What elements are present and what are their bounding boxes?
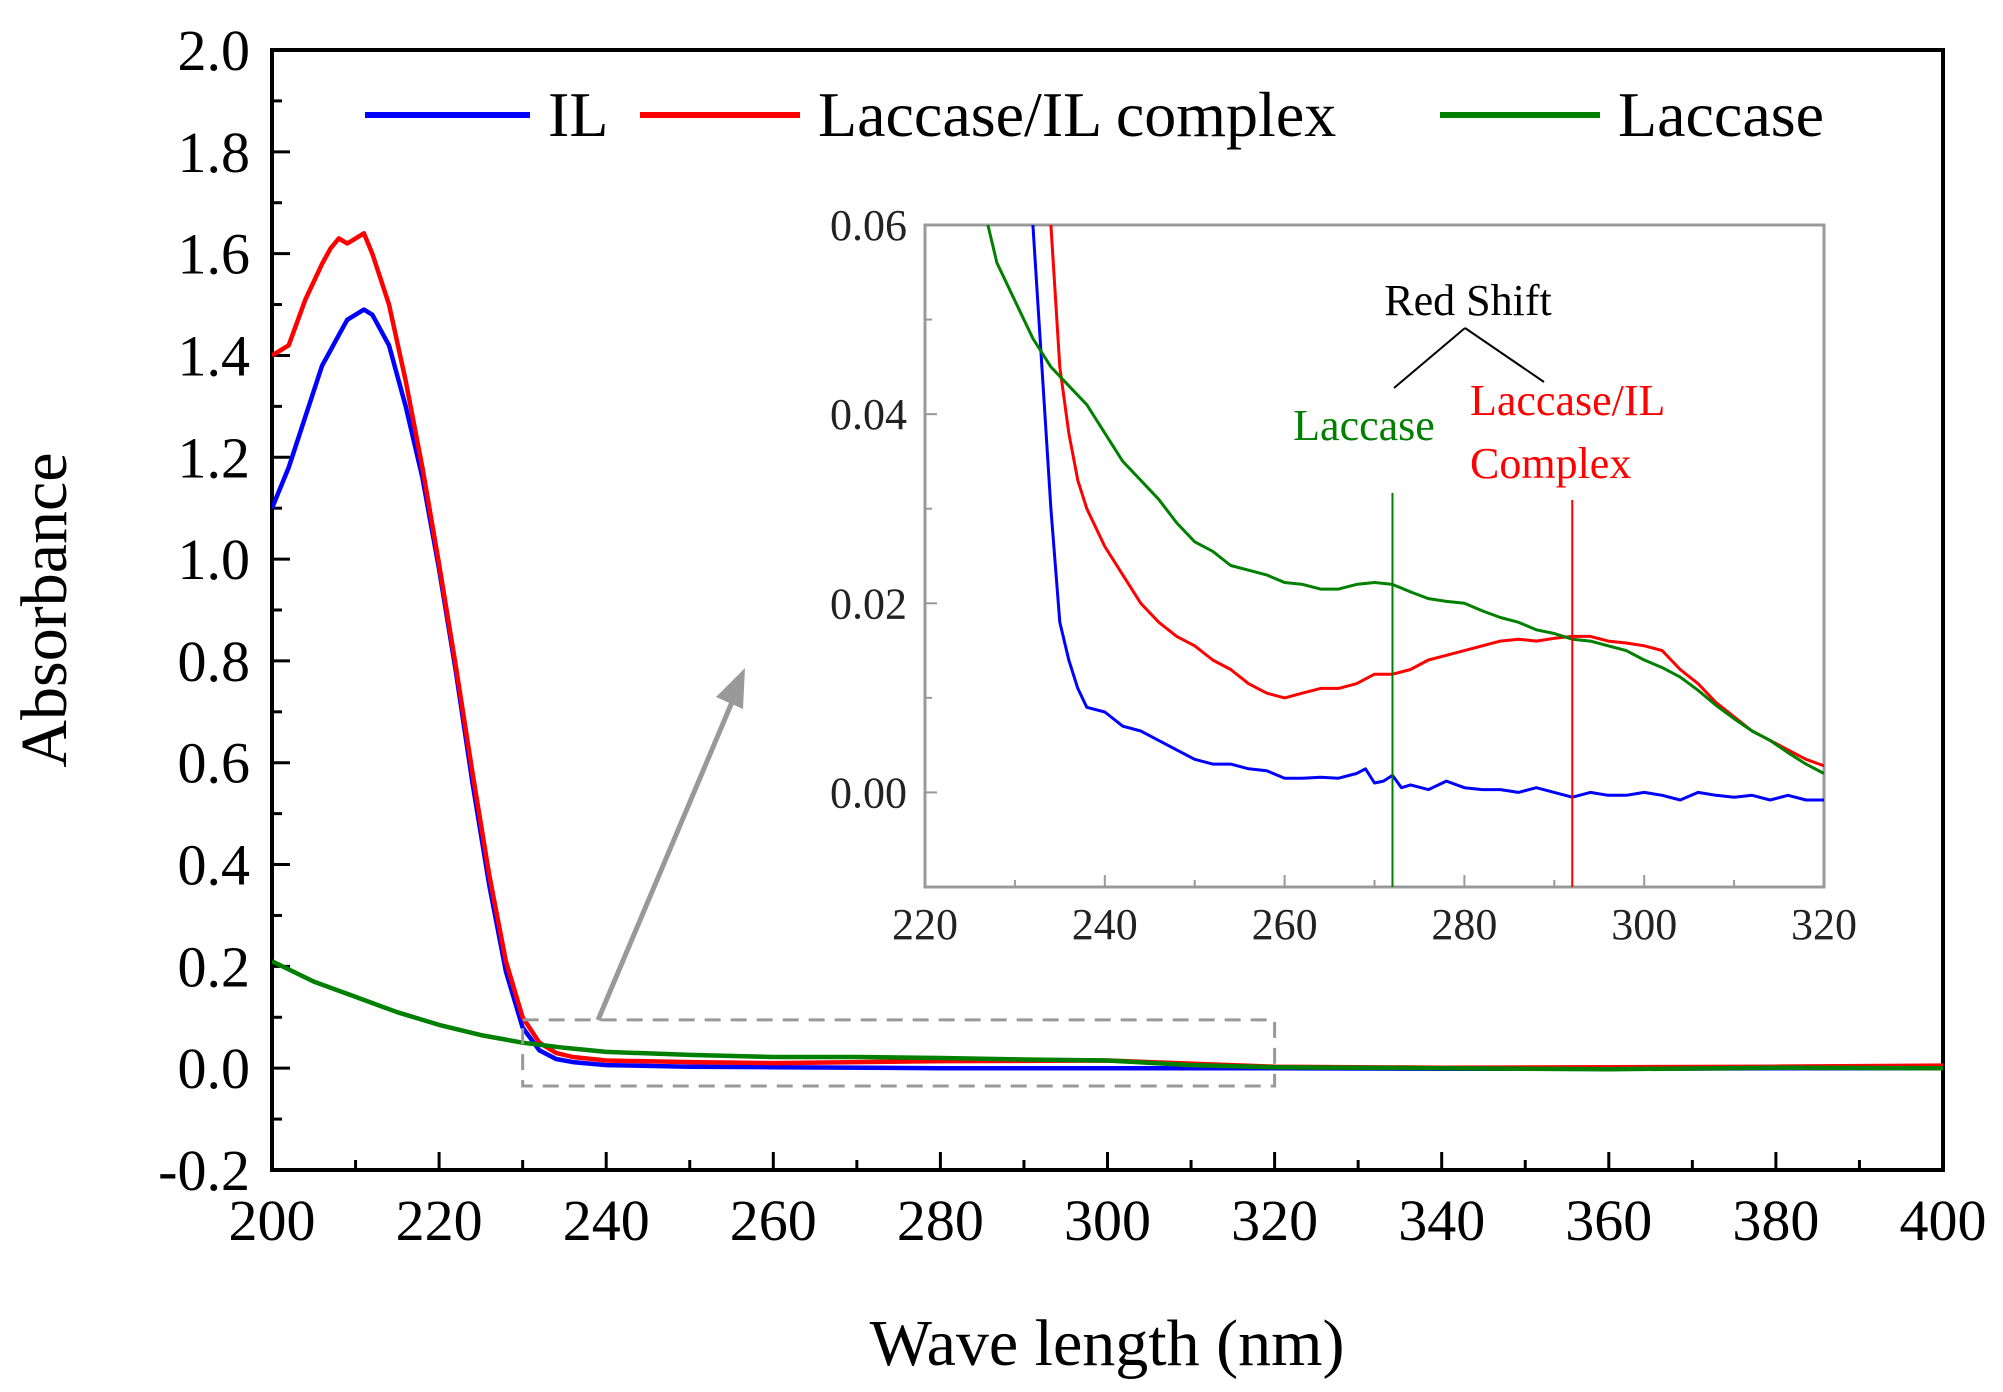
x-tick-label: 300 [1611,900,1677,949]
y-tick-label: 1.8 [178,120,251,185]
y-tick-label: 0.4 [178,833,251,898]
y-tick-label: 0.02 [830,579,907,628]
x-tick-label: 240 [563,1188,650,1253]
red-shift-branch-left [1393,327,1466,389]
main-y-ticks: -0.2 0.0 0.2 0.4 0.6 0.8 1.0 1.2 1.4 1.6 1.8 2.0 [158,18,290,1203]
x-tick-label: 280 [1431,900,1497,949]
x-tick-label: 200 [229,1188,316,1253]
zoom-region-box [521,1018,1277,1088]
y-tick-label: -0.2 [158,1138,250,1203]
annotation-complex-line2: Complex [1470,439,1631,488]
annotation-complex-line1: Laccase/IL [1470,376,1665,425]
x-tick-label: 240 [1072,900,1138,949]
y-tick-label: 0.04 [830,390,907,439]
y-tick-label: 1.0 [178,527,251,592]
main-x-axis-label: Wave length (nm) [870,1307,1345,1380]
y-tick-label: 0.8 [178,629,251,694]
x-tick-label: 380 [1732,1188,1819,1253]
y-tick-label: 0.6 [178,731,251,796]
main-y-axis-label: Absorbance [8,452,81,767]
y-tick-label: 2.0 [178,18,251,83]
series-line-laccase [986,225,1824,775]
x-tick-label: 360 [1565,1188,1652,1253]
x-tick-label: 220 [892,900,958,949]
y-tick-label: 0.06 [830,201,907,250]
x-tick-label: 280 [897,1188,984,1253]
zoom-arrow-line [595,694,738,1021]
main-series [272,231,1943,1072]
y-tick-label: 1.2 [178,425,251,490]
legend-label-complex: Laccase/IL complex [818,79,1336,150]
x-tick-label: 300 [1064,1188,1151,1253]
inset-y-ticks: 0.00 0.02 0.04 0.06 [830,201,937,817]
y-tick-label: 1.6 [178,222,251,287]
y-tick-label: 0.00 [830,768,907,817]
x-tick-label: 400 [1900,1188,1987,1253]
y-tick-label: 1.4 [178,323,251,388]
main-plot: -0.2 0.0 0.2 0.4 0.6 0.8 1.0 1.2 1.4 1.6 1.8 2.0 20… [8,18,1987,1380]
x-tick-label: 320 [1791,900,1857,949]
x-tick-label: 320 [1231,1188,1318,1253]
legend-label-laccase: Laccase [1618,79,1824,150]
legend: IL Laccase/IL complex Laccase [365,79,1824,150]
y-tick-label: 0.2 [178,934,251,999]
red-shift-heading: Red Shift [1384,276,1551,325]
inset-plot: 0.00 0.02 0.04 0.06 220 240 260 280 300 320 Red … [830,201,1857,949]
series-line-laccase [272,959,1943,1072]
y-tick-label: 0.0 [178,1036,251,1101]
red-shift-branch-right [1464,327,1545,383]
x-tick-label: 260 [1252,900,1318,949]
x-tick-label: 220 [396,1188,483,1253]
legend-label-il: IL [548,79,608,150]
main-x-ticks: 200 220 240 260 280 300 320 340 360 380 400 [229,1152,1987,1253]
inset-x-ticks: 220 240 260 280 300 320 [892,875,1857,949]
red-shift-annotation: Red Shift Laccase Laccase/IL Complex [1293,276,1665,488]
x-tick-label: 260 [730,1188,817,1253]
x-tick-label: 340 [1398,1188,1485,1253]
zoom-arrow [595,668,745,1021]
series-line-laccase-il-complex [1049,225,1824,768]
zoom-arrow-head [716,668,745,709]
inset-plot-frame [923,223,1826,889]
annotation-laccase: Laccase [1293,401,1435,450]
